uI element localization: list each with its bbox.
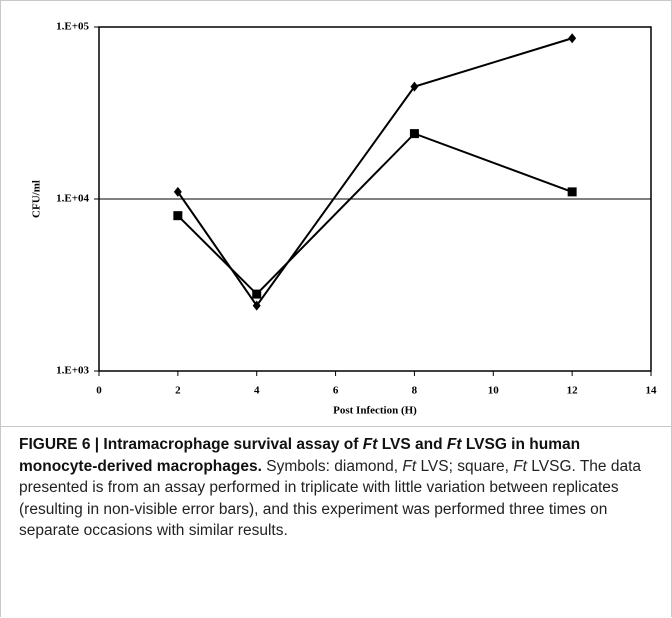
separator — [1, 426, 671, 427]
diamond-marker — [568, 33, 577, 44]
y-tick-label: 1.E+04 — [56, 193, 89, 205]
caption-run: Ft — [446, 436, 462, 453]
x-tick-label: 6 — [333, 385, 339, 397]
x-tick-label: 0 — [96, 385, 102, 397]
caption: FIGURE 6 | Intramacrophage survival assa… — [19, 434, 659, 542]
caption-run: LVS and — [377, 436, 447, 453]
diamond-marker — [252, 300, 261, 311]
caption-run: Ft — [513, 457, 527, 475]
diamond-marker — [173, 186, 182, 197]
x-tick-label: 4 — [254, 385, 260, 397]
square-marker — [173, 211, 183, 221]
x-tick-label: 2 — [175, 385, 181, 397]
square-marker — [252, 289, 262, 299]
y-axis-label: CFU/ml — [31, 180, 43, 218]
x-tick-label: 8 — [412, 385, 418, 397]
y-tick-label: 1.E+05 — [56, 21, 89, 33]
caption-run: Symbols: diamond, — [261, 457, 403, 475]
chart: Post Infection (H) CFU/ml 1.E+03 1.E+04 1.… — [31, 21, 658, 417]
series-line — [177, 37, 573, 308]
x-axis-label: Post Infection (H) — [333, 405, 417, 417]
caption-run: Ft — [362, 436, 378, 453]
square-marker — [567, 187, 577, 197]
x-tick-label: 14 — [646, 385, 658, 397]
y-tick-label: 1.E+03 — [56, 365, 89, 377]
diamond-marker — [410, 81, 419, 92]
x-tick-label: 10 — [488, 385, 500, 397]
caption-run: LVSG in human monocyte-derived macrophag… — [19, 436, 585, 475]
x-tick-label: 12 — [567, 385, 579, 397]
caption-run: LVS; square, — [416, 457, 514, 475]
square-marker — [409, 129, 419, 139]
caption-run: FIGURE 6 | Intramacrophage survival assa… — [19, 436, 363, 453]
caption-run: LVSG. The data presented is from an assa… — [19, 457, 646, 540]
caption-run: Ft — [402, 457, 417, 475]
series-line — [177, 132, 573, 296]
